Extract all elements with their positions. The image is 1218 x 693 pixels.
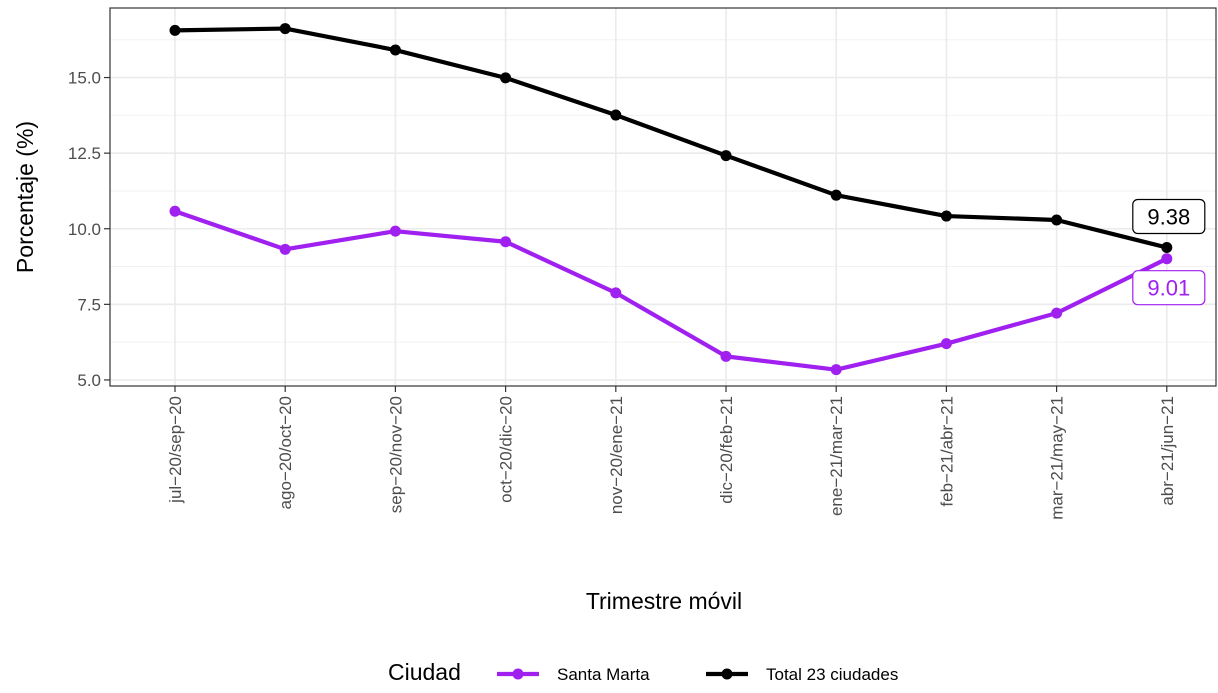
legend-label: Santa Marta bbox=[557, 665, 650, 684]
x-tick-label: abr−21/jun−21 bbox=[1158, 396, 1177, 506]
plot-panel-border bbox=[109, 7, 1217, 387]
x-tick-label: nov−20/ene−21 bbox=[607, 396, 626, 514]
data-point bbox=[610, 287, 622, 299]
data-point bbox=[720, 350, 732, 362]
series-1 bbox=[169, 23, 1173, 254]
x-tick-label: ago−20/oct−20 bbox=[276, 396, 295, 509]
y-tick-label: 7.5 bbox=[77, 295, 101, 314]
end-labels: 9.01 9.38 bbox=[1132, 198, 1206, 306]
data-point bbox=[500, 72, 512, 84]
series-line bbox=[174, 26, 1168, 250]
data-point bbox=[720, 150, 732, 162]
data-point bbox=[610, 109, 622, 121]
data-point bbox=[389, 44, 401, 56]
legend-item-1: Total 23 ciudades bbox=[706, 665, 898, 684]
x-tick-label: oct−20/dic−20 bbox=[497, 396, 516, 503]
data-point bbox=[500, 236, 512, 248]
x-tick-label: dic−20/feb−21 bbox=[717, 396, 736, 504]
data-point bbox=[279, 243, 291, 255]
legend-item-0: Santa Marta bbox=[497, 665, 650, 684]
end-label-box bbox=[1132, 198, 1206, 235]
legend-title: Ciudad bbox=[388, 659, 461, 685]
end-label-value: 9.38 bbox=[1147, 205, 1190, 230]
series-layer bbox=[169, 23, 1173, 376]
x-tick-label: sep−20/nov−20 bbox=[386, 396, 405, 513]
data-point bbox=[169, 24, 181, 36]
legend-label: Total 23 ciudades bbox=[766, 665, 898, 684]
y-tick-label: 12.5 bbox=[68, 144, 101, 163]
data-point bbox=[1051, 307, 1063, 319]
y-axis-title: Porcentaje (%) bbox=[12, 121, 38, 273]
data-point bbox=[169, 205, 181, 217]
x-axis-ticks: jul−20/sep−20 ago−20/oct−20 sep−20/nov−20 o… bbox=[166, 386, 1177, 520]
data-point bbox=[1161, 242, 1173, 254]
data-point bbox=[940, 210, 952, 222]
grid-lines bbox=[110, 8, 1216, 386]
y-axis-ticks: 5.0 7.5 10.0 12.5 15.0 bbox=[68, 69, 110, 390]
data-point bbox=[279, 23, 291, 35]
data-point bbox=[830, 364, 842, 376]
x-tick-label: mar−21/may−21 bbox=[1048, 396, 1067, 520]
series-0 bbox=[169, 205, 1173, 376]
data-point bbox=[1161, 253, 1173, 265]
legend-key-point bbox=[512, 668, 524, 680]
x-axis-title: Trimestre móvil bbox=[586, 588, 742, 614]
data-point bbox=[389, 225, 401, 237]
y-tick-label: 10.0 bbox=[68, 220, 101, 239]
data-point bbox=[830, 189, 842, 201]
y-tick-label: 5.0 bbox=[77, 371, 101, 390]
x-tick-label: jul−20/sep−20 bbox=[166, 396, 185, 504]
end-label-0: 9.01 bbox=[1132, 270, 1206, 306]
legend: Ciudad Santa Marta Total 23 ciudades bbox=[388, 659, 898, 685]
legend-key-point bbox=[721, 668, 733, 680]
series-line bbox=[174, 209, 1168, 372]
data-point bbox=[940, 338, 952, 350]
x-tick-label: feb−21/abr−21 bbox=[937, 396, 956, 507]
end-label-value: 9.01 bbox=[1147, 276, 1190, 301]
data-point bbox=[1051, 214, 1063, 226]
x-tick-label: ene−21/mar−21 bbox=[827, 396, 846, 516]
end-label-box bbox=[1132, 270, 1206, 306]
end-label-1: 9.38 bbox=[1132, 198, 1206, 235]
y-tick-label: 15.0 bbox=[68, 69, 101, 88]
